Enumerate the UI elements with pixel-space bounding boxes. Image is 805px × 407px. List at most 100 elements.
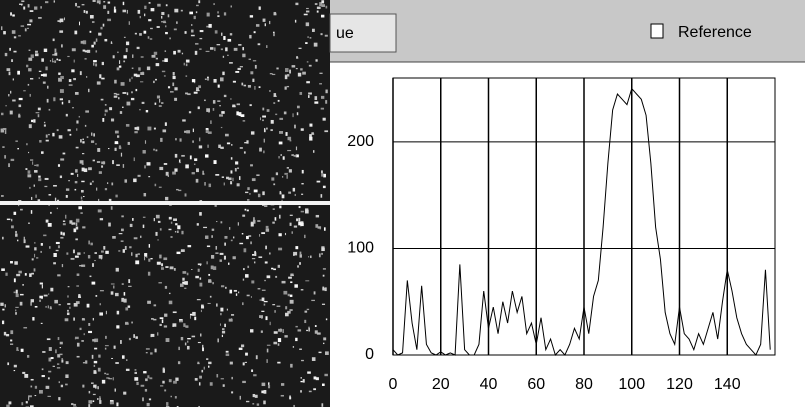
speck xyxy=(173,267,176,271)
speck xyxy=(320,95,325,99)
speck xyxy=(148,176,151,178)
speck xyxy=(27,83,30,86)
speck xyxy=(69,133,72,136)
speck xyxy=(73,59,75,63)
checkbox[interactable] xyxy=(650,23,664,39)
speck xyxy=(16,273,21,277)
speck xyxy=(50,211,52,214)
speck xyxy=(147,375,150,379)
speck xyxy=(198,145,203,149)
x-tick-label: 80 xyxy=(575,376,593,393)
speck xyxy=(164,122,167,126)
speck xyxy=(230,180,232,185)
speck xyxy=(185,164,189,169)
speck xyxy=(48,108,51,111)
speck xyxy=(158,98,161,103)
speck xyxy=(23,90,26,92)
speck xyxy=(120,340,122,344)
speck xyxy=(191,24,193,26)
speck xyxy=(43,124,46,127)
speck xyxy=(283,290,288,295)
speck xyxy=(13,36,17,39)
speck xyxy=(127,305,131,308)
speck xyxy=(230,314,235,316)
speck xyxy=(235,293,238,296)
speck xyxy=(13,278,16,283)
speck xyxy=(298,217,301,222)
speck xyxy=(250,329,254,333)
speck xyxy=(182,281,186,285)
speck xyxy=(88,322,91,326)
speck xyxy=(300,377,302,379)
speck xyxy=(294,284,298,288)
speck xyxy=(170,221,173,224)
speck xyxy=(93,364,96,367)
speck xyxy=(27,174,32,178)
speck xyxy=(211,228,215,231)
speck xyxy=(319,72,323,74)
speck xyxy=(300,289,304,291)
speck xyxy=(150,258,153,260)
speck xyxy=(71,69,75,73)
speck xyxy=(53,0,55,3)
speck xyxy=(291,231,293,234)
speck xyxy=(13,50,17,53)
speck xyxy=(101,165,104,168)
speck xyxy=(250,164,253,167)
speck xyxy=(247,84,251,88)
speck xyxy=(93,41,96,45)
speck xyxy=(10,261,13,264)
speck xyxy=(195,275,199,279)
speck xyxy=(293,254,295,256)
speck xyxy=(282,329,284,334)
speck xyxy=(144,388,148,392)
speck xyxy=(40,250,42,253)
speck xyxy=(206,108,210,112)
speck xyxy=(226,308,228,311)
speck xyxy=(182,119,186,122)
speck xyxy=(94,347,98,350)
speck xyxy=(165,31,168,35)
speck xyxy=(286,167,290,169)
speck xyxy=(48,293,50,295)
speck xyxy=(260,330,263,333)
speck xyxy=(316,10,319,13)
speck xyxy=(269,73,273,75)
speck xyxy=(92,339,96,342)
speck xyxy=(262,191,265,196)
speck xyxy=(160,385,164,387)
speck xyxy=(26,64,29,68)
speck xyxy=(243,151,246,154)
speck xyxy=(134,131,138,134)
speck xyxy=(208,279,212,283)
speck xyxy=(163,75,166,77)
speck xyxy=(292,187,296,192)
speck xyxy=(256,174,260,176)
speck xyxy=(47,395,51,397)
button[interactable] xyxy=(329,13,397,53)
speck xyxy=(299,91,303,95)
speck xyxy=(161,267,164,270)
speck xyxy=(107,10,110,14)
speck xyxy=(65,383,68,386)
speck xyxy=(282,176,284,178)
speck xyxy=(9,47,12,51)
speck xyxy=(121,355,125,359)
speck xyxy=(238,44,242,46)
speck xyxy=(57,337,60,341)
speck xyxy=(273,268,276,271)
speck xyxy=(134,32,137,35)
speck xyxy=(7,93,10,97)
speck xyxy=(204,99,206,102)
speck xyxy=(321,247,325,252)
speck xyxy=(267,384,271,389)
speck xyxy=(101,379,106,384)
x-tick-label: 140 xyxy=(714,376,741,393)
speck xyxy=(131,67,134,69)
speck xyxy=(15,309,17,312)
speck xyxy=(321,303,326,305)
speck xyxy=(31,272,34,275)
speck xyxy=(205,154,209,158)
speck xyxy=(149,377,153,380)
speck xyxy=(206,12,210,17)
